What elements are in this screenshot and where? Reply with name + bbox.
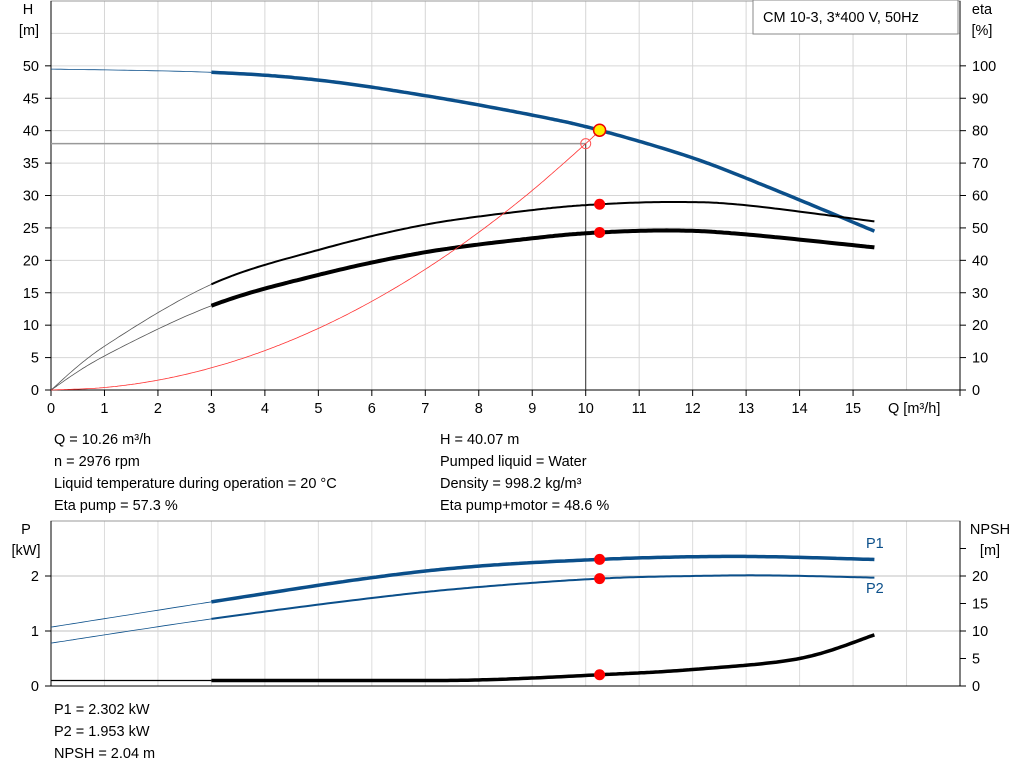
y-tick-label-left: 1 — [31, 624, 39, 640]
y-tick-label-right: 90 — [972, 91, 988, 107]
y-tick-label-right: 60 — [972, 189, 988, 205]
p1-series-label: P1 — [866, 536, 884, 552]
y-tick-label-left: 50 — [23, 59, 39, 75]
x-tick-label: 13 — [738, 401, 754, 417]
y-tick-label-left: 30 — [23, 189, 39, 205]
info-q: Q = 10.26 m³/h — [54, 432, 152, 448]
plot-frame — [50, 520, 961, 687]
info-eta-pump: Eta pump = 57.3 % — [54, 498, 178, 514]
info-temperature: Liquid temperature during operation = 20… — [54, 476, 337, 492]
eta-pump-duty-marker — [594, 198, 606, 210]
p2-curve — [211, 574, 875, 620]
y-tick-label-left: 20 — [23, 253, 39, 269]
x-tick-label: 4 — [261, 401, 269, 417]
head-efficiency-chart: 0 1 2 3 4 5 6 7 8 9 10 11 12 13 14 15051015202530354045… — [19, 0, 996, 417]
info-liquid: Pumped liquid = Water — [440, 454, 587, 470]
y-axis-label-right: eta — [972, 2, 993, 18]
eta-pump-motor-duty-marker — [594, 226, 606, 238]
y-axis-label-left: P — [21, 522, 31, 538]
y-tick-label-right: 30 — [972, 286, 988, 302]
info-density: Density = 998.2 kg/m³ — [440, 476, 582, 492]
y-tick-label-right: 10 — [972, 351, 988, 367]
eta-pump-motor-curve-extension — [50, 305, 212, 391]
eta-pump-curve — [210, 201, 875, 286]
eta-pump-motor-curve — [210, 228, 875, 308]
y-tick-label-left: 15 — [23, 286, 39, 302]
x-tick-label: 1 — [100, 401, 108, 417]
y-tick-label-right: 40 — [972, 253, 988, 269]
y-axis-unit-right: [%] — [972, 23, 993, 39]
duty-point-marker — [592, 123, 607, 137]
y-tick-label-left: 10 — [23, 318, 39, 334]
y-tick-label-right: 0 — [972, 679, 980, 695]
y-tick-label-left: 45 — [23, 91, 39, 107]
info-p2: P2 = 1.953 kW — [54, 724, 150, 740]
p2-curve-extension — [50, 618, 212, 644]
H-curve-extension — [51, 68, 212, 73]
p2-series-label: P2 — [866, 581, 884, 597]
y-axis-unit-right: [m] — [980, 543, 1000, 559]
npsh-curve — [211, 633, 875, 683]
x-tick-label: 3 — [207, 401, 215, 417]
info-bottom: P1 = 2.302 kW P2 = 1.953 kW NPSH = 2.04 … — [54, 699, 155, 765]
x-tick-label: 14 — [792, 401, 808, 417]
x-tick-label: 6 — [368, 401, 376, 417]
x-axis-label: Q [m³/h] — [888, 401, 940, 417]
y-tick-label-right: 20 — [972, 318, 988, 334]
p1-duty-marker — [594, 553, 606, 565]
y-tick-label-right: 5 — [972, 652, 980, 668]
x-tick-label: 15 — [845, 401, 861, 417]
x-tick-label: 7 — [421, 401, 429, 417]
p1-curve-extension — [50, 601, 212, 628]
y-tick-label-right: 50 — [972, 221, 988, 237]
y-tick-label-right: 20 — [972, 569, 988, 585]
x-tick-label: 8 — [475, 401, 483, 417]
x-tick-label: 12 — [685, 401, 701, 417]
y-tick-label-right: 100 — [972, 59, 996, 75]
info-left: Q = 10.26 m³/h n = 2976 rpm Liquid tempe… — [54, 429, 337, 517]
y-tick-label-right: 80 — [972, 124, 988, 140]
info-npsh: NPSH = 2.04 m — [54, 746, 156, 762]
x-tick-label: 2 — [154, 401, 162, 417]
y-tick-label-left: 5 — [31, 351, 39, 367]
x-tick-label: 10 — [578, 401, 594, 417]
y-axis-label-left: H — [23, 2, 33, 18]
H-curve — [211, 70, 876, 233]
y-tick-label-right: 0 — [972, 383, 980, 399]
y-tick-label-left: 25 — [23, 221, 39, 237]
system-curve-curve — [51, 129, 600, 391]
info-right: H = 40.07 m Pumped liquid = Water Densit… — [440, 429, 609, 517]
chart-title: CM 10-3, 3*400 V, 50Hz — [763, 10, 919, 26]
y-tick-label-right: 10 — [972, 624, 988, 640]
y-tick-label-left: 0 — [31, 679, 39, 695]
y-tick-label-left: 35 — [23, 156, 39, 172]
p1-curve — [211, 554, 875, 604]
legend-box — [752, 0, 959, 35]
y-axis-unit-left: [kW] — [12, 543, 41, 559]
info-speed: n = 2976 rpm — [54, 454, 140, 470]
eta-pump-curve-extension — [50, 283, 212, 391]
y-axis-label-right: NPSH — [970, 522, 1010, 538]
info-h: H = 40.07 m — [440, 432, 520, 448]
info-eta-pump-motor: Eta pump+motor = 48.6 % — [440, 498, 610, 514]
x-tick-label: 0 — [47, 401, 55, 417]
p2-duty-marker — [594, 573, 606, 585]
y-tick-label-left: 2 — [31, 569, 39, 585]
x-tick-label: 11 — [632, 401, 647, 417]
info-p1: P1 = 2.302 kW — [54, 702, 150, 718]
npsh-duty-marker — [594, 669, 606, 681]
x-tick-label: 9 — [528, 401, 536, 417]
y-tick-label-right: 70 — [972, 156, 988, 172]
requested-point-marker — [580, 138, 592, 150]
y-tick-label-left: 0 — [31, 383, 39, 399]
x-tick-label: 5 — [314, 401, 322, 417]
y-tick-label-left: 40 — [23, 124, 39, 140]
y-axis-unit-left: [m] — [19, 23, 39, 39]
y-tick-label-right: 15 — [972, 597, 988, 613]
